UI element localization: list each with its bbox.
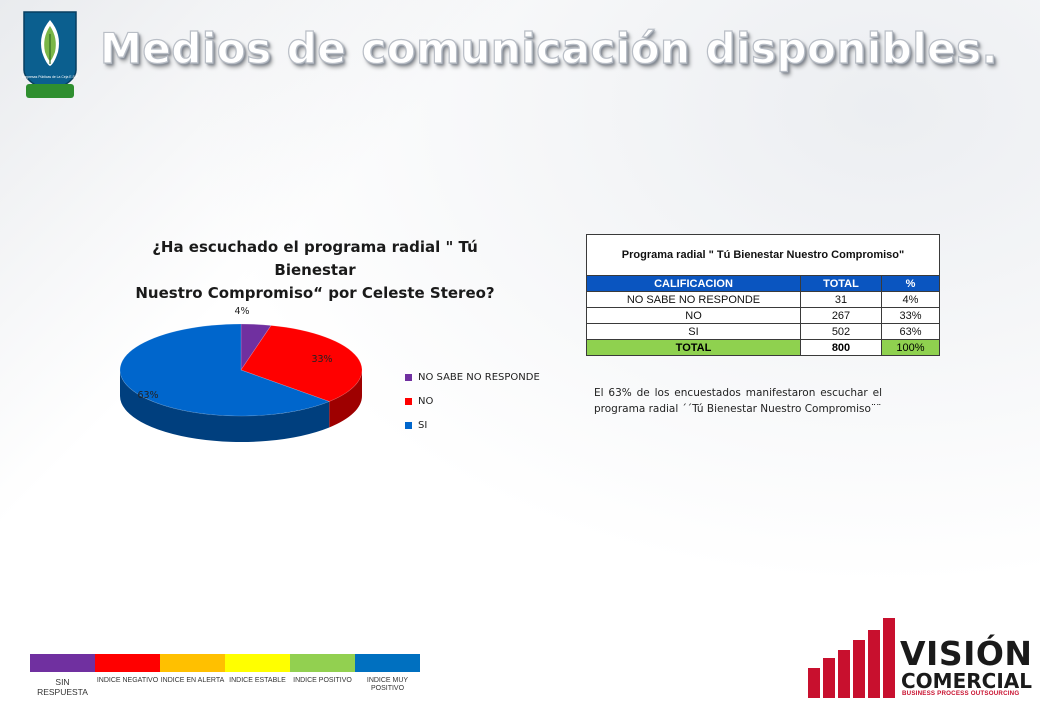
scale-color <box>95 654 160 672</box>
scale-label: INDICE ESTABLE <box>229 677 286 684</box>
pie-slice-1 <box>240 325 363 402</box>
scale-color <box>30 654 95 672</box>
summary-note: El 63% de los encuestados manifestaron e… <box>594 387 882 415</box>
legend-label-no-sabe: NO SABE NO RESPONDE <box>418 371 540 383</box>
chart-legend: NO SABE NO RESPONDE NO SI <box>405 365 540 437</box>
legend-swatch-si <box>405 421 412 429</box>
scale-item-sin-respuesta: SIN RESPUESTA <box>30 654 95 697</box>
scale-color <box>290 654 355 672</box>
vision-comercial-logo <box>808 618 895 698</box>
table-cell: 63% <box>881 323 940 340</box>
col-header-percent: % <box>881 275 940 292</box>
scale-item-alerta: INDICE EN ALERTA <box>160 654 225 697</box>
pie-slice-0 <box>240 323 272 371</box>
legend-item-si: SI <box>405 413 540 437</box>
scale-color <box>160 654 225 672</box>
results-table: Programa radial " Tú Bienestar Nuestro C… <box>586 234 940 356</box>
scale-label: INDICE MUY POSITIVO <box>366 677 409 692</box>
col-header-calificacion: CALIFICACION <box>586 275 801 292</box>
brand-name: VISIÓN <box>900 634 1033 673</box>
legend-item-no-sabe: NO SABE NO RESPONDE <box>405 365 540 389</box>
legend-swatch-no <box>405 397 412 405</box>
scale-label: INDICE POSITIVO <box>293 677 352 684</box>
total-label: TOTAL <box>586 339 801 356</box>
scale-item-muy-positivo: INDICE MUY POSITIVO <box>355 654 420 697</box>
scale-label: SIN RESPUESTA <box>37 677 88 697</box>
table-cell: NO <box>586 307 801 324</box>
legend-label-si: SI <box>418 419 428 431</box>
pie-label-0: 4% <box>234 306 249 317</box>
company-logo: Empresas Públicas de La Ceja E.S.P <box>22 11 79 98</box>
col-header-total: TOTAL <box>800 275 882 292</box>
legend-swatch-no-sabe <box>405 373 412 381</box>
index-scale: SIN RESPUESTA INDICE NEGATIVO INDICE EN … <box>30 654 420 697</box>
svg-text:Empresas Públicas de La Ceja E: Empresas Públicas de La Ceja E.S.P <box>22 75 79 79</box>
total-count: 800 <box>800 339 882 356</box>
table-cell: SI <box>586 323 801 340</box>
legend-label-no: NO <box>418 395 434 407</box>
table-row: NO SABE NO RESPONDE 31 4% <box>586 291 940 308</box>
table-cell: 33% <box>881 307 940 324</box>
brand-sub: COMERCIAL <box>901 669 1032 693</box>
total-percent: 100% <box>881 339 940 356</box>
scale-color <box>355 654 420 672</box>
scale-item-positivo: INDICE POSITIVO <box>290 654 355 697</box>
table-row: SI 502 63% <box>586 323 940 340</box>
scale-label: INDICE EN ALERTA <box>160 677 225 684</box>
pie-side-1 <box>329 370 362 428</box>
legend-item-no: NO <box>405 389 540 413</box>
pie-slice-2 <box>119 323 331 417</box>
brand-tagline: BUSINESS PROCESS OUTSOURCING <box>902 690 1020 697</box>
scale-label: INDICE NEGATIVO <box>96 677 159 684</box>
pie-chart: 4% 33% 63% <box>119 306 363 442</box>
pie-label-2: 63% <box>137 390 158 401</box>
chart-title-line2: Nuestro Compromiso“ por Celeste Stereo? <box>135 284 495 302</box>
pie-label-1: 33% <box>311 354 332 365</box>
table-cell: 502 <box>800 323 882 340</box>
chart-title: ¿Ha escuchado el programa radial " Tú Bi… <box>110 236 520 305</box>
scale-item-negativo: INDICE NEGATIVO <box>95 654 160 697</box>
scale-item-estable: INDICE ESTABLE <box>225 654 290 697</box>
table-cell: 31 <box>800 291 882 308</box>
table-cell: 4% <box>881 291 940 308</box>
table-row: NO 267 33% <box>586 307 940 324</box>
page-title: Medios de comunicación disponibles. <box>99 23 999 73</box>
table-cell: 267 <box>800 307 882 324</box>
table-title: Programa radial " Tú Bienestar Nuestro C… <box>586 234 940 276</box>
table-cell: NO SABE NO RESPONDE <box>586 291 801 308</box>
pie-side-2 <box>120 370 330 442</box>
chart-title-line1: ¿Ha escuchado el programa radial " Tú Bi… <box>152 238 478 279</box>
scale-color <box>225 654 290 672</box>
table-total-row: TOTAL 800 100% <box>586 339 940 356</box>
